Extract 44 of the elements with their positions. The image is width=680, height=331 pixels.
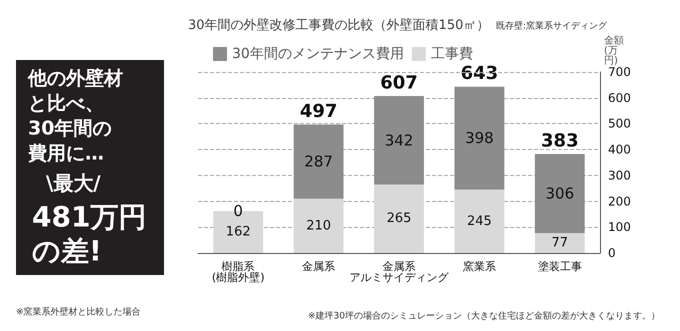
text: 他の外壁材と比べ、30年間の費用に… [27,68,123,164]
text: ※窯業系外壁材と比較した場合 [16,306,141,318]
data-label: 0 [233,202,243,220]
text: ※建坪30坪の場合のシミュレーション（大きな住宅ほど金額の差が大きくなります。） [308,310,660,322]
y-tick-label: 200 [608,194,631,208]
x-tick-label: 金属系アルミサイディング [350,260,450,284]
total-label: 383 [541,130,579,152]
y-tick-label: 600 [608,90,631,105]
x-tick-label: 金属系 [302,260,336,273]
total-label: 497 [300,100,338,122]
data-label: 306 [545,184,574,203]
bar [534,154,585,234]
data-label: 265 [386,211,412,226]
y-tick-label: 0 [608,246,616,260]
data-label: 245 [466,214,492,229]
bar [294,198,344,253]
data-label: 342 [384,131,414,150]
text: \最大/ [46,171,102,195]
bar [294,124,344,199]
data-label: 77 [552,236,568,251]
x-tick-label: 塗装工事 [538,260,582,273]
data-label: 162 [226,224,251,240]
bar [374,96,424,184]
bar [454,190,504,253]
chart-subtitle: 既存壁:窯業系サイディング [496,20,608,32]
total-label: 607 [380,72,418,94]
x-tick-label: 窯業系 [462,260,496,273]
y-tick-label: 300 [608,168,631,182]
legend-label: 工事費 [430,46,473,62]
data-label: 210 [306,218,332,234]
data-label: 287 [304,152,333,171]
y-tick-label: 100 [608,220,631,234]
y-tick-label: 500 [608,116,631,131]
bar [374,184,424,253]
y-tick-label: 400 [608,142,631,157]
y-axis-title: 金額(万円) [604,34,624,66]
bar [454,86,504,190]
data-label: 398 [465,129,494,148]
y-tick-label: 700 [608,65,631,79]
text: 481万円の差! [32,200,146,268]
bar [534,233,585,253]
legend-label: 30年間のメンテナンス費用 [232,46,404,62]
x-tick-label: 樹脂系(樹脂外壁) [212,260,264,284]
chart-title: 30年間の外壁改修工事費の比較（外壁面積150㎡） [188,18,490,33]
